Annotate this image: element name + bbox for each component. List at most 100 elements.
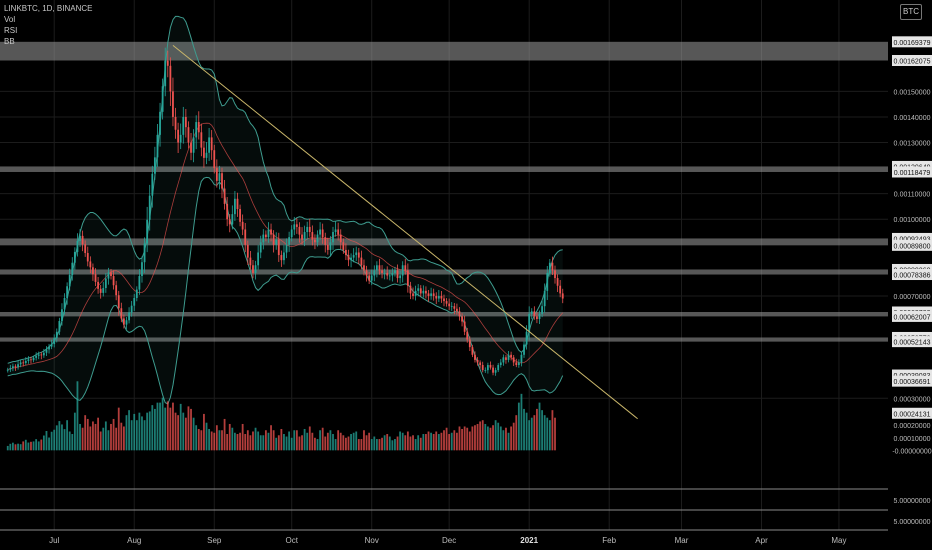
- candle-body: [283, 252, 285, 261]
- candles-layer: [6, 47, 564, 376]
- candle-body: [143, 243, 146, 263]
- volume-bar: [12, 442, 14, 451]
- candle-body: [347, 255, 350, 261]
- volume-bar: [234, 432, 236, 451]
- candle-body: [548, 262, 551, 273]
- volume-bar: [295, 430, 298, 451]
- x-tick-oct: Oct: [285, 536, 298, 545]
- candle-body: [285, 244, 288, 253]
- candle-body: [471, 347, 474, 355]
- volume-bar: [489, 427, 492, 451]
- volume-bar: [117, 407, 120, 451]
- candle-body: [357, 252, 360, 258]
- candle-body: [234, 198, 236, 215]
- volume-bar: [314, 437, 316, 451]
- candle-body: [94, 274, 97, 282]
- candle-body: [53, 338, 56, 345]
- volume-bar: [187, 406, 190, 451]
- candle-body: [19, 362, 22, 365]
- candle-body: [546, 272, 549, 291]
- volume-bar: [94, 423, 97, 451]
- volume-bar: [363, 430, 365, 451]
- candle-body: [32, 357, 35, 361]
- candle-body: [246, 244, 249, 258]
- x-tick-2021: 2021: [520, 536, 538, 545]
- volume-bar: [543, 415, 546, 451]
- volume-bar: [63, 429, 66, 451]
- volume-bar: [530, 417, 533, 451]
- indicator-vol[interactable]: Vol: [4, 15, 16, 24]
- volume-bar: [135, 420, 138, 451]
- volume-bar: [306, 432, 309, 451]
- volume-bar: [141, 416, 143, 451]
- volume-bar: [9, 443, 12, 451]
- candle-body: [479, 362, 482, 366]
- volume-bar: [481, 420, 484, 451]
- indicator-rsi[interactable]: RSI: [4, 26, 18, 35]
- price-label-box: [892, 232, 932, 244]
- candle-body: [437, 295, 440, 299]
- candle-body: [244, 229, 247, 245]
- candle-body: [489, 365, 492, 368]
- volume-bar: [68, 431, 71, 451]
- candle-body: [187, 127, 190, 143]
- candle-body: [551, 262, 554, 271]
- volume-bar: [458, 426, 461, 451]
- volume-bar: [515, 415, 518, 451]
- candle-body: [236, 198, 239, 210]
- candle-body: [517, 362, 520, 366]
- volume-bar: [257, 431, 260, 451]
- candle-body: [97, 281, 99, 289]
- volume-bar: [71, 434, 74, 451]
- volume-bar: [404, 435, 407, 451]
- candle-body: [499, 362, 502, 366]
- zone-band-3: [0, 269, 888, 275]
- candle-body: [512, 357, 515, 363]
- candle-body: [110, 272, 112, 277]
- price-label-box: [892, 166, 932, 178]
- candle-body: [197, 122, 200, 133]
- candle-body: [195, 122, 198, 138]
- candle-body: [324, 237, 327, 245]
- candle-body: [561, 293, 564, 299]
- volume-bar: [79, 423, 81, 451]
- candle-body: [541, 306, 543, 314]
- volume-bar: [246, 430, 249, 451]
- candle-body: [92, 267, 94, 275]
- x-tick-sep: Sep: [207, 536, 222, 545]
- symbol-line[interactable]: LINKBTC, 1D, BINANCE: [4, 4, 93, 13]
- price-grid-label: 0.00110000: [894, 192, 931, 199]
- candle-body: [270, 229, 272, 235]
- volume-bar: [332, 434, 334, 451]
- volume-bar: [370, 439, 373, 451]
- candle-body: [311, 232, 314, 240]
- volume-bar: [334, 439, 337, 451]
- volume-bar: [244, 434, 247, 451]
- candle-body: [79, 235, 81, 241]
- volume-bar: [443, 430, 445, 451]
- volume-bar: [275, 437, 278, 451]
- candle-body: [259, 242, 262, 253]
- indicator-bb[interactable]: BB: [4, 37, 15, 46]
- candle-body: [301, 234, 303, 240]
- price-label: 0.00078386: [894, 273, 931, 280]
- volume-bar: [453, 430, 456, 451]
- currency-badge[interactable]: BTC: [900, 4, 922, 20]
- axis-layer: 0.001693790.001620750.001206490.00118479…: [49, 36, 932, 545]
- volume-bar: [283, 434, 285, 451]
- candle-body: [476, 359, 479, 363]
- volume-bar: [538, 402, 541, 451]
- candle-body: [525, 331, 528, 345]
- volume-bar: [386, 434, 389, 451]
- volume-bar: [223, 418, 226, 451]
- candle-body: [128, 312, 130, 321]
- candle-body: [484, 370, 487, 371]
- candle-body: [394, 270, 396, 273]
- candle-body: [184, 116, 187, 128]
- volume-bar: [541, 410, 543, 451]
- candle-body: [319, 229, 321, 235]
- volume-bar: [381, 437, 383, 451]
- volume-bar: [182, 412, 185, 451]
- price-label-box: [892, 336, 932, 348]
